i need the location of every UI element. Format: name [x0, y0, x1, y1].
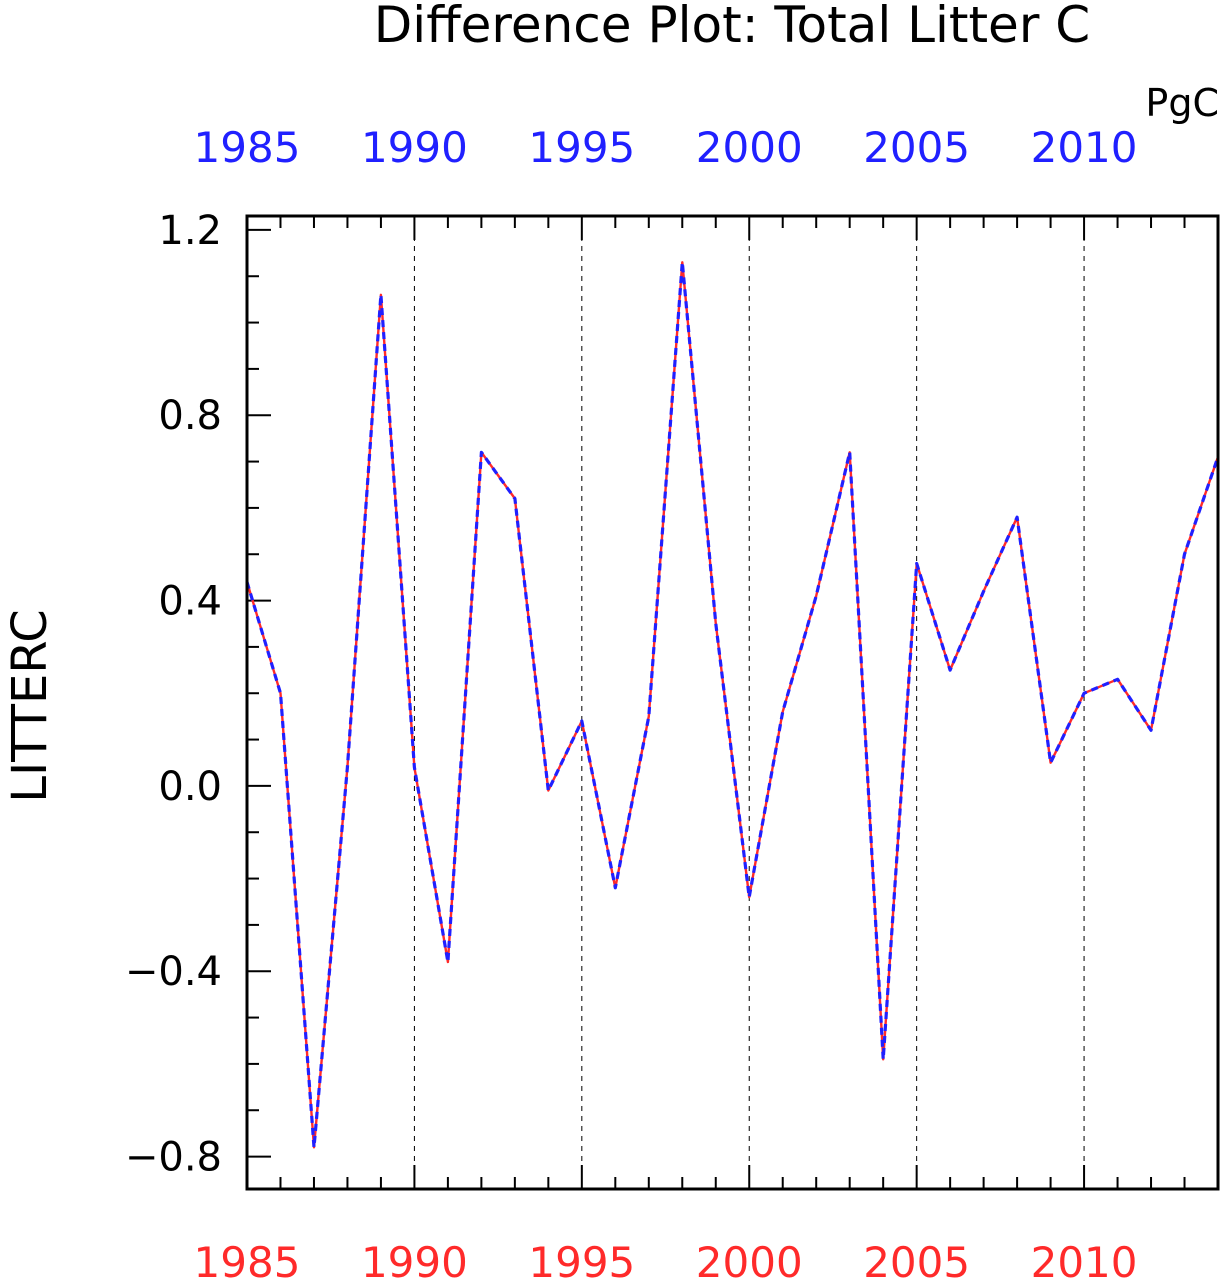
series-line-1: [245, 261, 1220, 1149]
y-tick-label: 1.2: [158, 208, 222, 254]
y-tick-label: 0.4: [158, 579, 222, 625]
x-tick-label-bottom: 1995: [528, 1238, 635, 1280]
series-line-2: [245, 260, 1220, 1149]
x-tick-labels-bottom: 1985 1990 1995 2000 2005 2010: [194, 1238, 1138, 1280]
gridlines: [413, 216, 1085, 1189]
units-label: PgC: [1145, 81, 1219, 125]
x-tick-label-top: 1995: [528, 123, 635, 172]
x-tick-label-bottom: 2010: [1031, 1238, 1138, 1280]
x-tick-label-bottom: 1985: [194, 1238, 301, 1280]
series-layer: [245, 260, 1220, 1149]
x-tick-label-bottom: 1990: [361, 1238, 468, 1280]
y-tick-label: 0.8: [158, 393, 222, 439]
y-tick-label: −0.4: [125, 949, 222, 995]
y-tick-labels: −0.8 −0.4 0.0 0.4 0.8 1.2: [125, 208, 222, 1181]
x-tick-label-top: 1985: [194, 123, 301, 172]
plot-frame: [245, 214, 1220, 1191]
x-tick-labels-top: 1985 1990 1995 2000 2005 2010: [194, 123, 1138, 172]
x-tick-label-top: 1990: [361, 123, 468, 172]
x-tick-label-top: 2000: [696, 123, 803, 172]
x-tick-label-bottom: 2005: [863, 1238, 970, 1280]
y-tick-label: −0.8: [125, 1135, 222, 1181]
x-tick-label-top: 2010: [1031, 123, 1138, 172]
chart-title: Difference Plot: Total Litter C: [374, 0, 1090, 54]
y-axis-label: LITTERC: [2, 609, 58, 803]
y-tick-label: 0.0: [158, 764, 222, 810]
axis-ticks: [246, 216, 1219, 1189]
x-tick-label-top: 2005: [863, 123, 970, 172]
x-tick-label-bottom: 2000: [696, 1238, 803, 1280]
